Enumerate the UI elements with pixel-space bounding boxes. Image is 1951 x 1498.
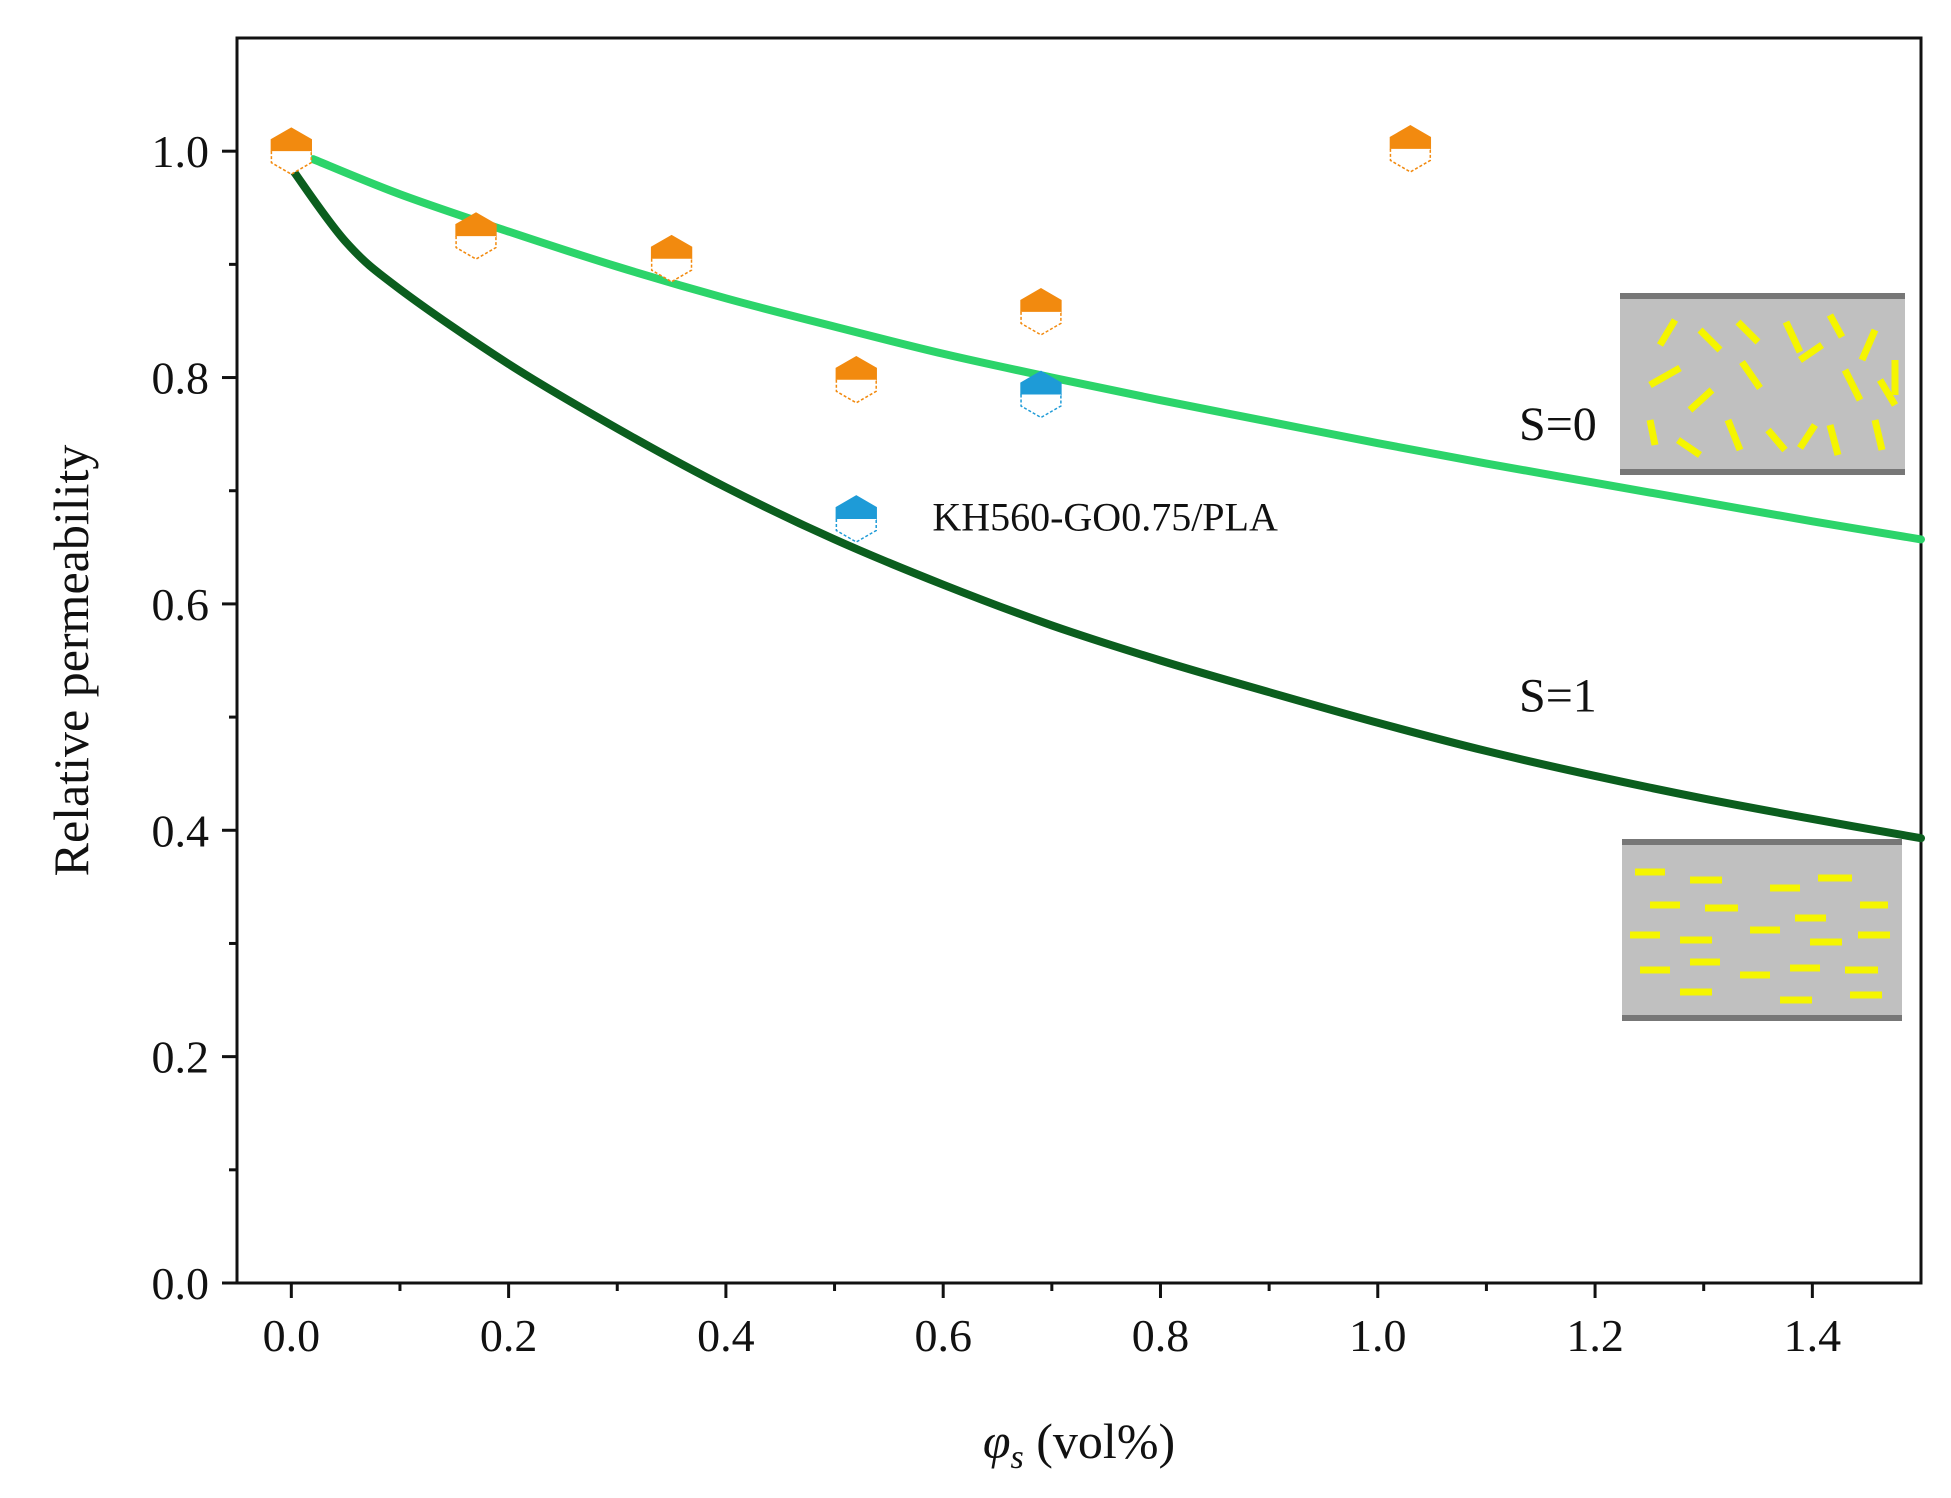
inset-random-background bbox=[1620, 296, 1905, 472]
aligned-flakes bbox=[1630, 868, 1890, 1004]
data-point bbox=[1389, 125, 1432, 173]
point-filled-half bbox=[455, 212, 497, 237]
aligned-orientation-inset bbox=[1622, 839, 1902, 1021]
y-tick-label: 0.4 bbox=[152, 805, 210, 856]
annotation-label: KH560-GO0.75/PLA bbox=[932, 494, 1278, 539]
random-flake bbox=[1648, 364, 1682, 389]
x-axis-title: φs (vol%) bbox=[983, 1413, 1175, 1476]
random-flake bbox=[1782, 320, 1804, 354]
data-point bbox=[1020, 288, 1062, 336]
y-tick-label: 0.2 bbox=[152, 1032, 210, 1083]
random-flake bbox=[1735, 319, 1761, 345]
random-flake bbox=[1876, 378, 1899, 407]
x-tick-label: 0.8 bbox=[1132, 1310, 1190, 1361]
y-tick-label: 1.0 bbox=[152, 126, 210, 177]
random-flake bbox=[1797, 423, 1818, 450]
x-tick-label: 0.0 bbox=[263, 1310, 321, 1361]
x-tick-label: 1.0 bbox=[1349, 1310, 1407, 1361]
curve-s-1 bbox=[287, 164, 1925, 843]
x-tick-label: 1.4 bbox=[1784, 1310, 1842, 1361]
point-open-half bbox=[835, 519, 877, 543]
y-tick-label: 0.6 bbox=[152, 579, 210, 630]
random-flake bbox=[1826, 424, 1842, 456]
point-filled-half bbox=[835, 355, 877, 381]
data-point bbox=[650, 234, 693, 283]
random-flake bbox=[1841, 368, 1864, 402]
data-point bbox=[455, 212, 497, 260]
annotation-label: S=1 bbox=[1519, 669, 1597, 722]
random-flake bbox=[1687, 387, 1715, 413]
y-axis-title: Relative permeability bbox=[43, 445, 99, 877]
x-tick-label: 0.6 bbox=[914, 1310, 972, 1361]
x-axis-symbol: φ bbox=[983, 1413, 1011, 1469]
random-flake bbox=[1724, 418, 1744, 452]
x-axis-unit: (vol%) bbox=[1024, 1413, 1175, 1469]
y-tick-label: 0.0 bbox=[152, 1258, 210, 1309]
x-axis-subscript: s bbox=[1011, 1439, 1024, 1476]
point-open-half bbox=[1389, 148, 1432, 173]
random-flake bbox=[1826, 313, 1846, 339]
random-flake bbox=[1871, 419, 1886, 451]
x-tick-label: 0.4 bbox=[697, 1310, 755, 1361]
x-tick-label: 0.2 bbox=[480, 1310, 538, 1361]
point-open-half bbox=[270, 151, 312, 176]
random-flake bbox=[1798, 342, 1824, 363]
random-flake bbox=[1858, 328, 1879, 362]
point-filled-half bbox=[835, 495, 877, 520]
model-curves bbox=[287, 155, 1925, 843]
data-point bbox=[835, 355, 877, 404]
x-tick-label: 1.2 bbox=[1566, 1310, 1624, 1361]
random-orientation-inset bbox=[1620, 293, 1905, 475]
random-flake bbox=[1676, 437, 1702, 458]
point-open-half bbox=[455, 236, 497, 260]
random-flake bbox=[1739, 360, 1763, 390]
point-open-half bbox=[650, 258, 693, 283]
point-open-half bbox=[1020, 394, 1062, 419]
random-flake bbox=[1656, 318, 1679, 347]
y-tick-label: 0.8 bbox=[152, 353, 210, 404]
point-filled-half bbox=[1020, 288, 1062, 313]
point-filled-half bbox=[650, 234, 693, 260]
plot-frame bbox=[235, 36, 1923, 1285]
point-filled-half bbox=[1389, 125, 1432, 150]
chart-annotations: S=0 S=1 KH560-GO0.75/PLA bbox=[932, 398, 1596, 723]
random-flake bbox=[1697, 327, 1723, 353]
point-filled-half bbox=[270, 127, 312, 152]
data-point bbox=[1020, 370, 1062, 419]
plot-axes: 0.0 0.2 0.4 0.6 0.8 1.0 1.2 1.4 0.0 0.2 0.4 0.6 0.8 1… bbox=[43, 36, 1923, 1476]
point-open-half bbox=[1020, 311, 1062, 336]
data-point bbox=[270, 127, 312, 176]
random-flake bbox=[1765, 427, 1788, 453]
data-point bbox=[835, 495, 877, 543]
point-open-half bbox=[835, 379, 877, 404]
curve-s-0 bbox=[309, 155, 1925, 544]
annotation-label: S=0 bbox=[1519, 398, 1597, 451]
data-points bbox=[270, 125, 1432, 543]
random-flakes bbox=[1646, 313, 1899, 458]
random-flake bbox=[1646, 419, 1659, 446]
